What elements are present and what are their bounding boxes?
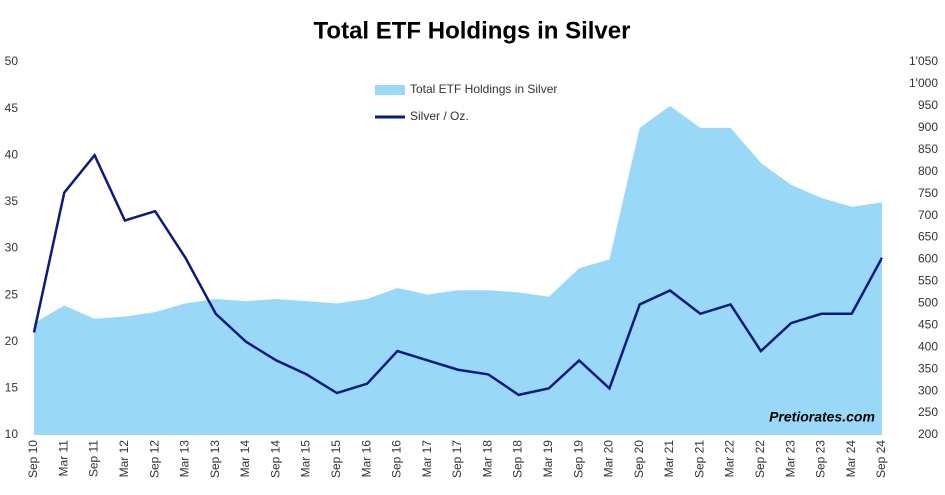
legend-swatch bbox=[375, 85, 405, 95]
legend-label: Total ETF Holdings in Silver bbox=[410, 82, 557, 96]
y-tick-label: 45 bbox=[5, 101, 19, 115]
y2-tick-label: 850 bbox=[918, 142, 938, 156]
y2-tick-label: 250 bbox=[918, 405, 938, 419]
chart-title: Total ETF Holdings in Silver bbox=[314, 17, 631, 44]
x-tick-label: Sep 18 bbox=[511, 440, 525, 478]
x-tick-label: Mar 22 bbox=[723, 440, 737, 478]
y2-tick-label: 550 bbox=[918, 274, 938, 288]
x-tick-label: Mar 24 bbox=[844, 440, 858, 478]
x-tick-label: Mar 18 bbox=[480, 440, 494, 478]
y2-tick-label: 1'050 bbox=[909, 54, 938, 68]
x-tick-label: Mar 20 bbox=[602, 440, 616, 478]
y-tick-label: 30 bbox=[5, 241, 19, 255]
y-tick-label: 35 bbox=[5, 194, 19, 208]
y-tick-label: 50 bbox=[5, 54, 19, 68]
y2-tick-label: 700 bbox=[918, 208, 938, 222]
y2-tick-label: 350 bbox=[918, 361, 938, 375]
y-tick-label: 40 bbox=[5, 147, 19, 161]
x-tick-label: Mar 11 bbox=[56, 440, 70, 477]
x-tick-label: Mar 15 bbox=[299, 440, 313, 478]
y2-tick-label: 900 bbox=[918, 120, 938, 134]
y2-tick-label: 800 bbox=[918, 164, 938, 178]
legend-label: Silver / Oz. bbox=[410, 109, 469, 123]
y2-tick-label: 500 bbox=[918, 296, 938, 310]
watermark: Pretiorates.com bbox=[769, 409, 875, 425]
y2-tick-label: 650 bbox=[918, 230, 938, 244]
line bbox=[32, 152, 884, 397]
x-tick-label: Sep 19 bbox=[571, 440, 585, 478]
y2-tick-label: 400 bbox=[918, 339, 938, 353]
x-tick-label: Sep 14 bbox=[268, 440, 282, 478]
y2-tick-label: 300 bbox=[918, 383, 938, 397]
x-tick-label: Sep 22 bbox=[753, 440, 767, 478]
x-tick-label: Mar 12 bbox=[117, 440, 131, 478]
y-tick-label: 20 bbox=[5, 334, 19, 348]
x-tick-label: Sep 23 bbox=[814, 440, 828, 478]
x-tick-label: Mar 21 bbox=[662, 440, 676, 478]
x-tick-label: Sep 17 bbox=[450, 440, 464, 478]
x-tick-label: Sep 13 bbox=[208, 440, 222, 478]
y2-tick-label: 200 bbox=[918, 427, 938, 441]
y2-tick-label: 950 bbox=[918, 98, 938, 112]
y-tick-label: 15 bbox=[5, 381, 19, 395]
x-tick-label: Sep 15 bbox=[329, 440, 343, 478]
y2-tick-label: 600 bbox=[918, 252, 938, 266]
x-tick-label: Sep 12 bbox=[147, 440, 161, 478]
x-tick-label: Sep 21 bbox=[692, 440, 706, 478]
x-tick-label: Sep 10 bbox=[26, 440, 40, 478]
x-tick-label: Sep 20 bbox=[632, 440, 646, 478]
y2-tick-label: 1'000 bbox=[909, 76, 938, 90]
x-tick-label: Mar 13 bbox=[178, 440, 192, 478]
y2-tick-label: 450 bbox=[918, 317, 938, 331]
y-tick-label: 25 bbox=[5, 287, 19, 301]
x-tick-label: Mar 23 bbox=[783, 440, 797, 478]
x-tick-label: Sep 11 bbox=[87, 440, 101, 477]
x-tick-label: Mar 14 bbox=[238, 440, 252, 478]
y-tick-label: 10 bbox=[5, 427, 19, 441]
x-tick-label: Mar 17 bbox=[420, 440, 434, 478]
x-tick-label: Sep 16 bbox=[390, 440, 404, 478]
x-tick-label: Mar 16 bbox=[359, 440, 373, 478]
y2-tick-label: 750 bbox=[918, 186, 938, 200]
x-tick-label: Mar 19 bbox=[541, 440, 555, 478]
x-tick-label: Sep 24 bbox=[874, 440, 888, 478]
area bbox=[34, 105, 882, 435]
